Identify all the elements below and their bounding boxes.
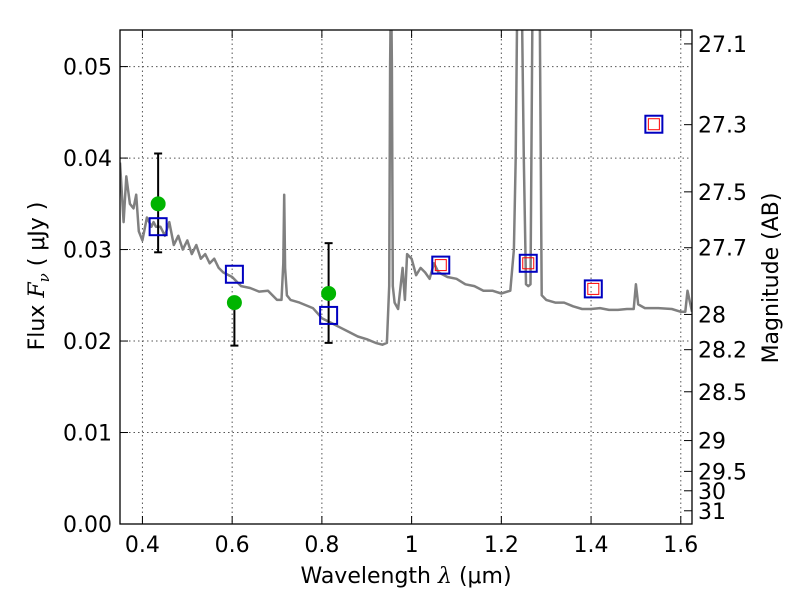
model-flux-box bbox=[319, 305, 339, 325]
y-tick-label: 0.05 bbox=[63, 56, 112, 81]
y-tick-label: 0.04 bbox=[63, 147, 112, 172]
model-flux-inner-box bbox=[647, 118, 660, 131]
y2-tick-label: 28.5 bbox=[698, 381, 747, 406]
x-tick-label: 1.4 bbox=[574, 533, 609, 558]
x-tick-label: 0.8 bbox=[304, 533, 339, 558]
y2-tick-label: 27.7 bbox=[698, 237, 747, 262]
x-tick-label: 0.4 bbox=[125, 533, 160, 558]
model-flux-box bbox=[431, 255, 451, 275]
model-flux-box bbox=[583, 279, 603, 299]
model-flux-box bbox=[644, 114, 664, 134]
model-flux-inner-box bbox=[522, 257, 535, 270]
observed-flux-point bbox=[321, 285, 337, 301]
plot-clipped-group bbox=[120, 30, 692, 347]
y-tick-label: 0.02 bbox=[63, 330, 112, 355]
model-spectrum-line bbox=[120, 30, 692, 346]
model-flux-inner-box bbox=[587, 282, 600, 295]
y-axis-label: Flux Fν ( μJy ) bbox=[25, 202, 53, 351]
axes: 0.4 0.6 0.8 1 1.2 1.4 1.6 0.00 0.01 0.02 0.03 0.04 0… bbox=[63, 29, 747, 558]
y2-tick-label: 28 bbox=[698, 303, 726, 328]
plot-frame bbox=[119, 29, 693, 525]
y2-tick-label: 27.3 bbox=[698, 114, 747, 139]
y-tick-label: 0.01 bbox=[63, 422, 112, 447]
model-flux-inner-box bbox=[434, 259, 447, 272]
y-tick-label: 0.03 bbox=[63, 239, 112, 264]
model-flux-box bbox=[518, 253, 538, 273]
observed-flux-point bbox=[150, 196, 166, 212]
y2-tick-label: 31 bbox=[698, 500, 726, 525]
x-tick-label: 1.6 bbox=[663, 533, 698, 558]
model-flux-box bbox=[148, 217, 168, 237]
y2-tick-label: 29.5 bbox=[698, 460, 747, 485]
model-flux-box bbox=[224, 264, 244, 284]
observed-flux-point bbox=[226, 295, 242, 311]
y2-tick-label: 28.2 bbox=[698, 339, 747, 364]
y2-tick-label: 29 bbox=[698, 430, 726, 455]
y2-tick-label: 30 bbox=[698, 480, 726, 505]
x-tick-label: 0.6 bbox=[215, 533, 250, 558]
x-axis-label: Wavelength λ (μm) bbox=[300, 564, 511, 589]
plot-area bbox=[120, 30, 692, 347]
y2-tick-label: 27.1 bbox=[698, 33, 747, 58]
y2-axis-label: Magnitude (AB) bbox=[759, 193, 784, 364]
y-tick-label: 0.00 bbox=[63, 513, 112, 538]
y2-tick-label: 27.5 bbox=[698, 181, 747, 206]
x-tick-label: 1 bbox=[405, 533, 419, 558]
x-tick-label: 1.2 bbox=[484, 533, 519, 558]
